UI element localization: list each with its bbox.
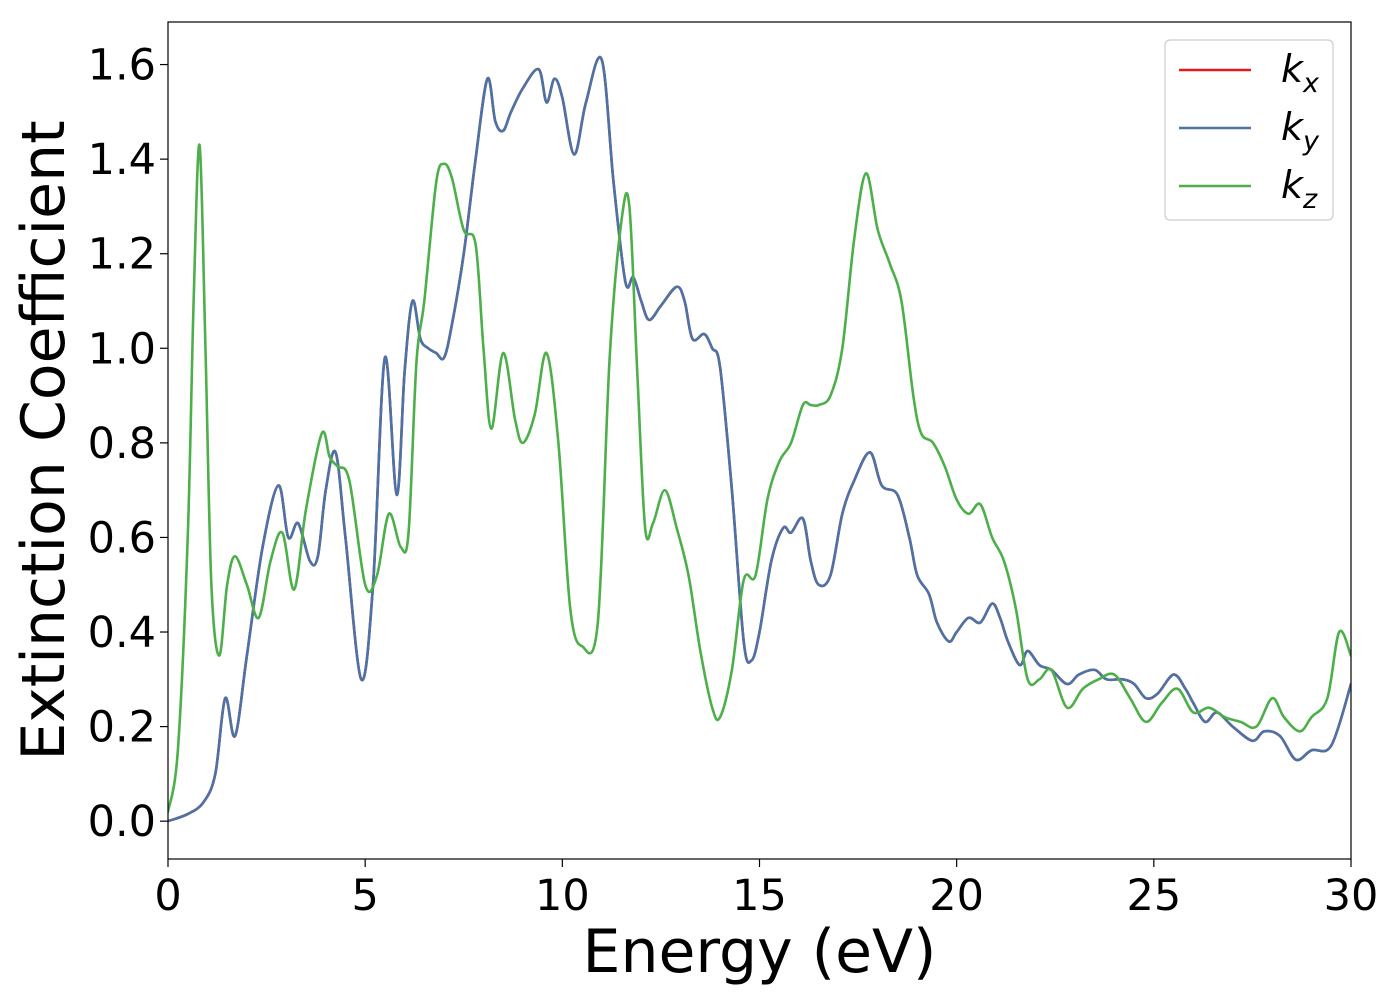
series-line-z xyxy=(168,143,1351,814)
x-tick-label: 15 xyxy=(732,871,787,921)
y-tick-label: 1.4 xyxy=(88,135,156,185)
legend-label-main: k xyxy=(1281,163,1305,207)
y-axis-title: Extinction Coefficient xyxy=(9,120,79,760)
y-tick-label: 1.6 xyxy=(88,41,156,91)
legend-label-sub: z xyxy=(1302,184,1318,215)
x-tick-label: 0 xyxy=(154,871,181,921)
series-layer xyxy=(168,55,1351,823)
series-line-y xyxy=(168,55,1351,823)
legend-label-sub: x xyxy=(1302,68,1320,99)
x-axis-title: Energy (eV) xyxy=(583,917,937,987)
x-tick-label: 30 xyxy=(1324,871,1379,921)
y-tick-label: 0.0 xyxy=(88,797,156,847)
y-tick-label: 0.8 xyxy=(88,419,156,469)
x-tick-label: 10 xyxy=(535,871,590,921)
x-axis: 0 5 10 15 20 25 30 xyxy=(154,859,1378,921)
legend-label-main: k xyxy=(1281,47,1305,91)
legend-label-sub: y xyxy=(1302,126,1320,157)
y-tick-label: 0.4 xyxy=(88,608,156,658)
y-axis: 0.0 0.2 0.4 0.6 0.8 1.0 1.2 1.4 1.6 xyxy=(88,41,168,847)
legend-label-x: kx xyxy=(1281,47,1320,99)
legend-label-main: k xyxy=(1281,105,1305,149)
x-tick-label: 25 xyxy=(1126,871,1181,921)
y-tick-label: 1.2 xyxy=(88,230,156,280)
y-tick-label: 0.2 xyxy=(88,703,156,753)
x-tick-label: 5 xyxy=(351,871,378,921)
legend-label-y: ky xyxy=(1281,105,1320,157)
legend-box xyxy=(1164,39,1334,221)
y-tick-label: 1.0 xyxy=(88,324,156,374)
legend-label-z: kz xyxy=(1281,163,1318,215)
y-tick-label: 0.6 xyxy=(88,513,156,563)
x-tick-label: 20 xyxy=(929,871,984,921)
